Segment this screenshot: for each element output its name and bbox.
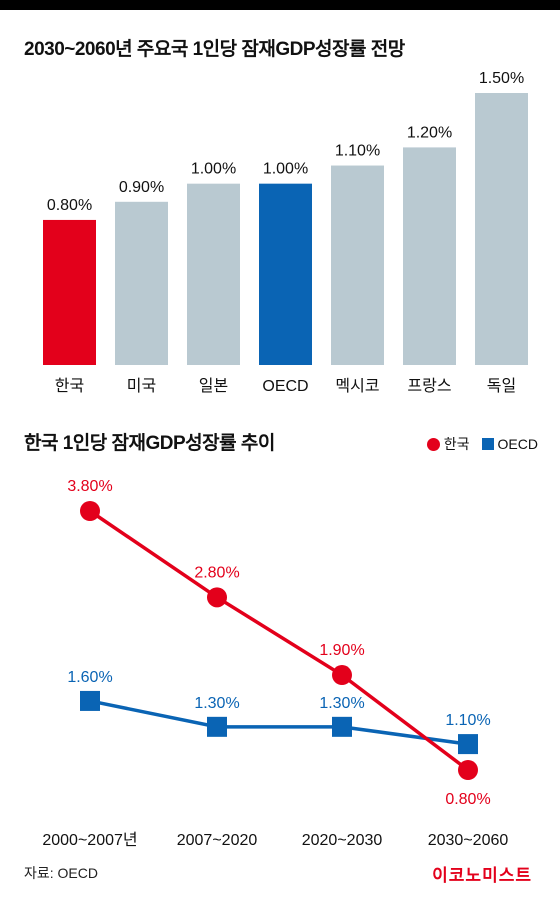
oecd-point-0 — [80, 690, 100, 711]
bar-category-label-3: OECD — [262, 378, 308, 395]
source-note: 자료: OECD — [24, 865, 98, 881]
bar-1 — [115, 201, 168, 365]
line-category-label-0: 2000~2007년 — [42, 831, 137, 849]
bar-category-label-6: 독일 — [487, 377, 516, 395]
oecd-series-line — [89, 699, 469, 746]
korea-value-label-1: 2.80% — [194, 564, 239, 581]
korea-point-2 — [332, 665, 352, 686]
bar-category-label-4: 멕시코 — [335, 377, 379, 395]
oecd-point-3 — [458, 734, 478, 755]
publisher-logo: 이코노미스트 — [432, 866, 532, 885]
bar-2 — [187, 183, 240, 365]
top-black-bar — [0, 0, 560, 10]
oecd-point-2 — [332, 716, 352, 737]
oecd-value-label-3: 1.10% — [445, 712, 490, 729]
bar-value-label-1: 0.90% — [119, 179, 164, 196]
korea-series-line — [89, 509, 470, 772]
bar-value-label-6: 1.50% — [479, 70, 524, 87]
bar-category-label-0: 한국 — [55, 377, 84, 395]
oecd-legend-marker — [481, 438, 494, 450]
bar-value-label-3: 1.00% — [263, 161, 308, 178]
bar-category-label-1: 미국 — [127, 377, 156, 395]
bar-chart: 0.80% 한국 0.90% 미국 1.00% 일본 1.00% OECD 1.10% 멕시코 1.… — [43, 70, 528, 395]
bar-value-label-0: 0.80% — [47, 197, 92, 214]
bar-0 — [43, 219, 96, 365]
line-chart-title: 한국 1인당 잠재GDP성장률 추이 — [24, 433, 275, 454]
bar-6 — [475, 93, 528, 365]
oecd-legend-label: OECD — [497, 436, 538, 452]
line-chart-legend: 한국 OECD — [426, 434, 538, 454]
bar-4 — [331, 165, 384, 365]
bar-3 — [259, 183, 312, 365]
korea-value-label-3: 0.80% — [445, 791, 490, 808]
oecd-value-label-2: 1.30% — [319, 695, 364, 712]
bar-category-label-5: 프랑스 — [407, 377, 451, 395]
bar-value-label-5: 1.20% — [407, 124, 452, 141]
bar-5 — [403, 147, 456, 365]
korea-legend-label: 한국 — [443, 436, 470, 452]
korea-value-label-0: 3.80% — [67, 478, 112, 495]
korea-legend-marker — [426, 437, 440, 451]
oecd-value-label-1: 1.30% — [194, 695, 239, 712]
korea-value-label-2: 1.90% — [319, 642, 364, 659]
korea-point-3 — [458, 760, 478, 780]
korea-point-0 — [80, 501, 100, 521]
bar-category-label-2: 일본 — [199, 377, 228, 395]
bar-value-label-4: 1.10% — [335, 143, 380, 160]
line-category-label-3: 2030~2060 — [428, 832, 509, 849]
bar-value-label-2: 1.00% — [191, 161, 236, 178]
line-chart: 1.60% 1.30% 1.30% 1.10% 3.80% 2.80% 1.90% 0.80%… — [42, 478, 509, 849]
korea-point-1 — [207, 587, 227, 608]
line-category-label-2: 2020~2030 — [302, 832, 383, 849]
oecd-point-1 — [207, 716, 227, 737]
oecd-value-label-0: 1.60% — [67, 669, 112, 686]
line-category-label-1: 2007~2020 — [177, 832, 258, 849]
bar-chart-title: 2030~2060년 주요국 1인당 잠재GDP성장률 전망 — [24, 39, 405, 60]
